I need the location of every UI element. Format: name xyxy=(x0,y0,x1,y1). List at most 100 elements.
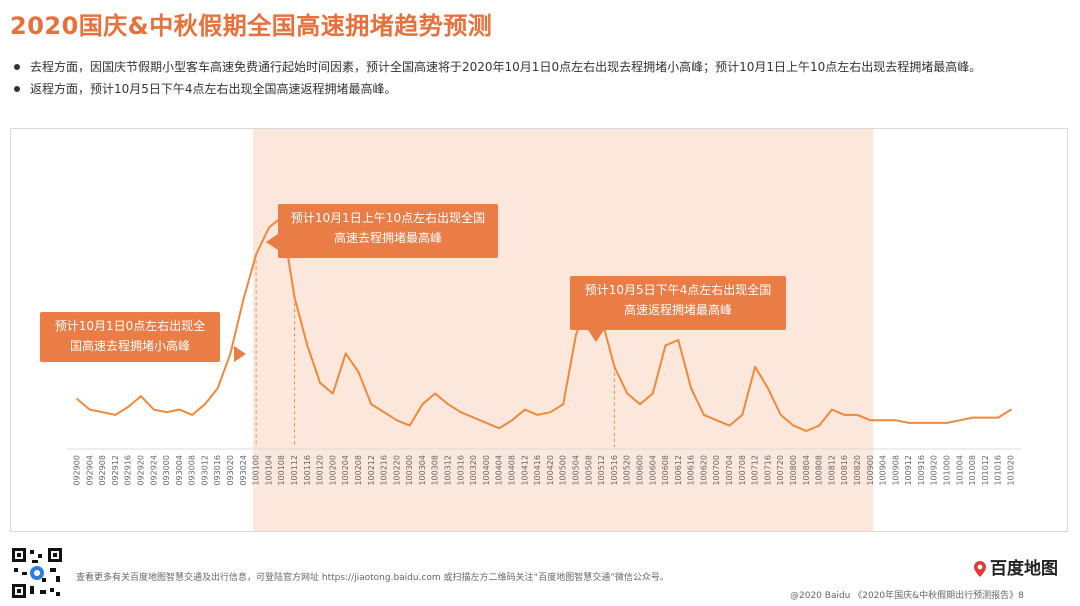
x-tick-label: 100300 xyxy=(405,455,414,486)
x-tick-label: 101012 xyxy=(981,455,990,486)
data-point xyxy=(332,392,334,395)
callout-outbound-peak: 预计10月1日上午10点左右出现全国 高速去程拥堵最高峰 xyxy=(266,204,498,258)
callout-line: 预计10月1日0点左右出现全 xyxy=(54,319,206,333)
data-point xyxy=(216,387,219,389)
data-point xyxy=(703,414,705,416)
x-tick-label: 092904 xyxy=(85,455,94,486)
data-point xyxy=(984,416,987,419)
x-tick-label: 100212 xyxy=(367,455,376,486)
x-tick-label: 100208 xyxy=(354,455,363,486)
x-tick-label: 092916 xyxy=(124,455,133,486)
copyright: @2020 Baidu 《2020年国庆&中秋假期出行预测报告》8 xyxy=(790,591,1024,601)
data-point xyxy=(178,408,181,411)
qr-code-icon[interactable] xyxy=(10,546,64,600)
x-tick-label: 100304 xyxy=(418,455,427,486)
callout-line: 预计10月5日下午4点左右出现全国 xyxy=(584,283,772,297)
x-tick-label: 100808 xyxy=(815,455,824,486)
data-point xyxy=(344,352,347,355)
data-point xyxy=(562,403,564,406)
data-point xyxy=(664,344,667,347)
x-tick-label: 100308 xyxy=(431,455,440,486)
x-tick-label: 100316 xyxy=(456,455,465,486)
x-tick-label: 100216 xyxy=(380,455,389,486)
x-tick-label: 101008 xyxy=(968,455,977,486)
bullet-item-outbound: 去程方面，因国庆节假期小型客车高速免费通行起始时间因素，预计全国高速将于2020… xyxy=(14,56,1054,78)
data-point xyxy=(268,226,270,229)
x-tick-label: 100616 xyxy=(687,455,696,486)
data-point xyxy=(869,419,872,422)
data-point xyxy=(306,344,309,347)
data-point xyxy=(549,411,552,414)
x-tick-label: 100600 xyxy=(635,455,644,486)
callout-line: 高速返程拥堵最高峰 xyxy=(623,303,732,317)
data-point xyxy=(229,352,232,355)
data-point xyxy=(434,392,437,395)
data-point xyxy=(242,299,245,301)
x-tick-label: 100920 xyxy=(930,455,939,486)
data-point xyxy=(396,419,398,422)
x-tick-label: 100504 xyxy=(571,455,580,486)
data-point xyxy=(651,392,654,395)
data-point xyxy=(728,424,731,427)
x-tick-label: 101020 xyxy=(1007,455,1016,486)
callout-small-peak: 预计10月1日0点左右出现全 国高速去程拥堵小高峰 xyxy=(40,312,246,362)
brand-name: 百度地图 xyxy=(990,559,1058,579)
data-point xyxy=(485,422,488,424)
data-point xyxy=(805,430,808,432)
data-point xyxy=(204,403,206,406)
x-tick-label: 100916 xyxy=(917,455,926,486)
x-tick-label: 100620 xyxy=(699,455,708,486)
data-point xyxy=(639,403,641,406)
x-tick-label: 092900 xyxy=(73,455,82,486)
data-point xyxy=(907,422,910,424)
x-tick-label: 093012 xyxy=(200,455,209,486)
data-point xyxy=(152,408,155,411)
data-point xyxy=(767,387,769,389)
data-point xyxy=(191,414,193,416)
x-tick-label: 100912 xyxy=(904,455,913,486)
x-tick-label: 100108 xyxy=(277,455,286,486)
x-tick-label: 100900 xyxy=(866,455,875,486)
x-tick-label: 100904 xyxy=(879,455,888,486)
x-tick-label: 100400 xyxy=(482,455,491,486)
map-pin-icon xyxy=(974,561,986,577)
x-tick-label: 100512 xyxy=(597,455,606,486)
data-point xyxy=(421,403,424,406)
x-tick-label: 101016 xyxy=(994,455,1003,486)
data-point xyxy=(524,408,526,411)
bullet-text: 去程方面，因国庆节假期小型客车高速免费通行起始时间因素，预计全国高速将于2020… xyxy=(30,60,982,74)
data-point xyxy=(114,414,117,416)
data-point xyxy=(677,339,680,341)
x-tick-label: 100104 xyxy=(264,455,273,486)
data-point xyxy=(856,414,859,416)
x-tick-label: 100420 xyxy=(546,455,555,486)
x-tick-label: 100708 xyxy=(738,455,747,486)
x-tick-label: 100720 xyxy=(776,455,785,486)
data-point xyxy=(613,365,616,368)
x-tick-label: 100716 xyxy=(763,455,772,486)
x-tick-label: 100612 xyxy=(674,455,683,486)
data-point xyxy=(293,296,296,299)
x-tick-label: 100800 xyxy=(789,455,798,486)
data-point xyxy=(447,403,449,406)
data-point xyxy=(792,424,795,427)
x-tick-label: 100812 xyxy=(827,455,836,486)
bullet-list: 去程方面，因国庆节假期小型客车高速免费通行起始时间因素，预计全国高速将于2020… xyxy=(14,56,1054,100)
data-point xyxy=(843,414,846,416)
x-tick-label: 100416 xyxy=(533,455,542,486)
x-tick-label: 100204 xyxy=(341,455,350,486)
data-point xyxy=(715,419,718,422)
x-tick-label: 093000 xyxy=(162,455,171,486)
x-tick-label: 100404 xyxy=(495,455,504,486)
x-tick-label: 100604 xyxy=(648,455,657,486)
data-point xyxy=(920,422,923,424)
x-tick-label: 093020 xyxy=(226,455,235,486)
data-point xyxy=(255,253,257,256)
chart-frame: 092900 092904 092908 092912 092916 092920 0929… xyxy=(10,128,1068,532)
bullet-dot xyxy=(14,64,20,70)
data-point xyxy=(997,416,1000,419)
x-tick-label: 100120 xyxy=(316,455,325,486)
series-line xyxy=(76,216,1012,432)
page-title: 2020国庆&中秋假期全国高速拥堵趋势预测 xyxy=(10,12,493,40)
data-point xyxy=(626,392,628,395)
